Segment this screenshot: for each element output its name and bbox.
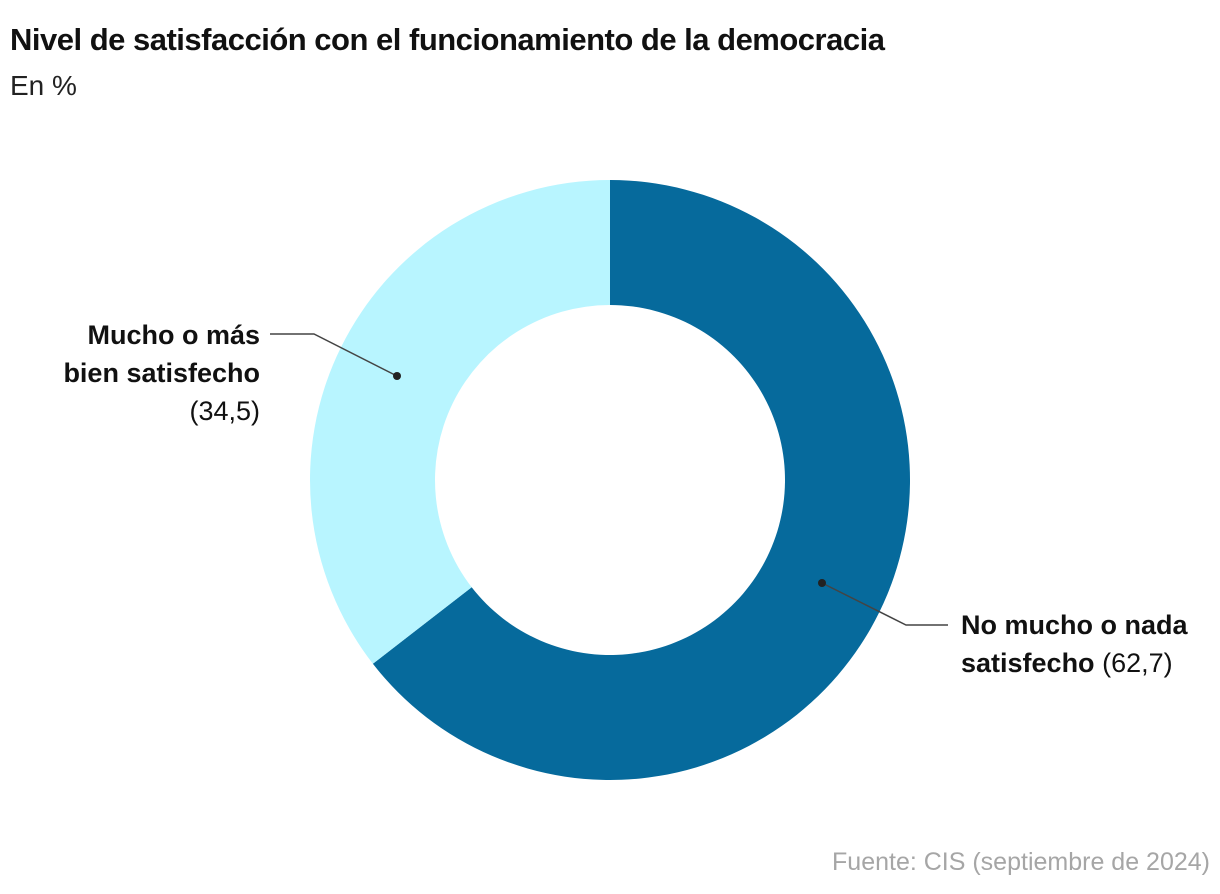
slice-value-not-satisfied: (62,7) [1102,648,1173,678]
leader-dot-left [393,372,401,380]
slice-value-satisfied: (34,5) [189,396,260,426]
slice-label-not-satisfied: No mucho o nada satisfecho (62,7) [961,606,1220,682]
slice-label-satisfied: Mucho o más bien satisfecho (34,5) [0,316,260,430]
slice-not-satisfied [372,180,911,781]
leader-line-right [821,582,948,626]
leader-dot-right [818,579,826,587]
slice-name-satisfied-line1: Mucho o más [87,320,260,350]
slice-name-not-satisfied-line2: satisfecho [961,648,1095,678]
slice-name-satisfied-line2: bien satisfecho [63,358,260,388]
chart-subtitle: En % [10,70,77,101]
chart-title: Nivel de satisfacción con el funcionamie… [10,22,885,57]
slice-satisfied [310,180,610,664]
leader-line-left [270,333,398,377]
source-note: Fuente: CIS (septiembre de 2024) [832,848,1210,876]
slice-name-not-satisfied-line1: No mucho o nada [961,610,1188,640]
